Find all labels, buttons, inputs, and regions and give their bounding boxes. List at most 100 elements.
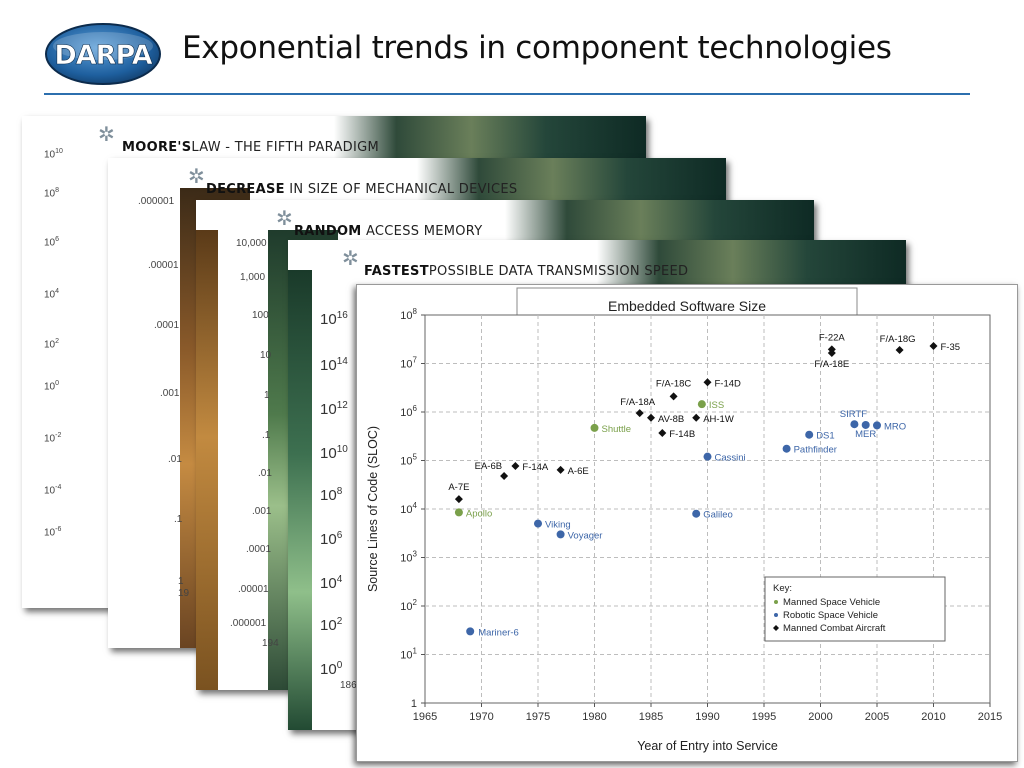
y-tick-label: 103 [400, 550, 417, 565]
y-tick: .001 [160, 388, 180, 399]
x-tick-label: 2000 [808, 711, 832, 723]
y-tick: .000001 [230, 618, 267, 629]
data-point-f-14a [511, 462, 520, 471]
slide-title: Exponential trends in component technolo… [182, 30, 892, 66]
data-point-cassini [703, 452, 712, 461]
scatter-plot: Embedded Software Size 1965 1970 1975 1980 19… [366, 287, 1002, 753]
y-tick: 104 [320, 574, 343, 592]
y-tick: 1016 [320, 310, 348, 328]
data-label: Viking [545, 520, 571, 531]
y-tick: 106 [44, 236, 60, 249]
legend-marker [773, 625, 779, 631]
y-tick: 108 [320, 486, 343, 504]
asterisk-icon: ✲ [276, 208, 293, 230]
embedded-software-size-chart: Embedded Software Size 1965 1970 1975 1980 19… [356, 284, 1018, 762]
data-point-sirtf [850, 420, 859, 429]
photo-strip [288, 270, 312, 730]
y-tick: 1010 [44, 148, 63, 161]
legend-marker [774, 600, 778, 604]
y-tick: .1 [174, 514, 183, 525]
data-point-f-14d [703, 378, 712, 387]
data-label: Voyager [568, 530, 603, 541]
y-tick-label: 101 [400, 647, 417, 662]
x-tick-label: 1985 [639, 711, 663, 723]
data-label: ISS [709, 400, 724, 411]
logo-wordmark: DARPA [54, 40, 152, 71]
x-tick-fragment: 186 [340, 680, 357, 691]
data-label: F-35 [941, 342, 961, 353]
legend-marker [774, 613, 778, 617]
data-point-ds1 [805, 430, 814, 439]
chart-title: Embedded Software Size [608, 298, 766, 314]
data-label: Galileo [703, 510, 733, 521]
x-tick-label: 2015 [978, 711, 1002, 723]
data-point-galileo [692, 509, 701, 518]
x-tick-label: 2010 [921, 711, 945, 723]
x-tick-label: 1965 [413, 711, 437, 723]
data-point-viking [534, 519, 542, 528]
y-tick: .0001 [246, 544, 272, 555]
data-label: Mariner-6 [478, 627, 519, 638]
data-point-a-6e [556, 465, 565, 474]
data-label: F/A-18E [814, 359, 849, 370]
data-label: EA-6B [475, 461, 502, 472]
data-label: F-14B [669, 429, 695, 440]
data-label: AV-8B [658, 414, 684, 425]
y-tick: 102 [320, 616, 343, 634]
data-point-iss [697, 400, 706, 409]
data-point-ah-1w [692, 413, 701, 422]
y-tick: .00001 [148, 260, 179, 271]
data-label: DS1 [816, 431, 834, 442]
asterisk-icon: ✲ [342, 248, 359, 270]
y-tick: 102 [44, 338, 60, 351]
y-tick-label: 104 [400, 501, 417, 516]
card-heading: RANDOM ACCESS MEMORY [294, 224, 483, 239]
data-label: Shuttle [602, 424, 632, 435]
y-tick: 100 [320, 660, 343, 678]
y-tick-label: 108 [400, 307, 417, 322]
data-label: Pathfinder [794, 445, 837, 456]
y-tick: 1010 [320, 444, 348, 462]
y-tick: .1 [262, 430, 271, 441]
data-label: F-14A [522, 462, 549, 473]
y-tick: 10,000 [236, 238, 267, 249]
y-tick: 10-4 [44, 484, 62, 497]
data-label: MRO [884, 421, 906, 432]
data-point-f-a-18g [895, 345, 904, 354]
y-tick: 1 [178, 576, 184, 587]
data-point-f-14b [658, 428, 667, 437]
y-tick: 106 [320, 530, 343, 548]
y-tick: .00001 [238, 584, 269, 595]
y-tick-label: 107 [400, 356, 417, 371]
data-label: MER [855, 429, 876, 440]
x-axis-label: Year of Entry into Service [637, 739, 778, 753]
data-label: AH-1W [703, 414, 734, 425]
x-tick-fragment: 19 [178, 588, 190, 599]
y-tick: .000001 [138, 196, 175, 207]
y-tick: 108 [44, 187, 60, 200]
header-divider [44, 93, 970, 95]
data-point-f-a-18e [827, 348, 836, 357]
data-label: Cassini [715, 453, 746, 464]
data-label: F/A-18G [880, 334, 916, 345]
y-tick: 1,000 [240, 272, 266, 283]
y-tick: .01 [168, 454, 182, 465]
card-heading: MOORE'SLAW - THE FIFTH PARADIGM [122, 140, 380, 155]
data-label: A-6E [568, 466, 589, 477]
data-label: F/A-18C [656, 378, 692, 389]
y-tick: 1 [264, 390, 270, 401]
y-axis-label: Source Lines of Code (SLOC) [366, 426, 380, 592]
asterisk-icon: ✲ [98, 124, 115, 146]
x-tick-label: 1995 [752, 711, 776, 723]
data-point-mro [873, 421, 881, 430]
y-tick: 100 [252, 310, 269, 321]
data-point-apollo [454, 508, 463, 517]
card-heading: DECREASE IN SIZE OF MECHANICAL DEVICES [206, 182, 518, 197]
data-point-f-a-18a [635, 409, 644, 418]
y-tick: .0001 [154, 320, 180, 331]
y-tick: 1012 [320, 400, 348, 418]
y-tick: .01 [258, 468, 272, 479]
data-label: F-14D [715, 378, 742, 389]
asterisk-icon: ✲ [188, 166, 205, 188]
data-label: F-22A [819, 332, 846, 343]
